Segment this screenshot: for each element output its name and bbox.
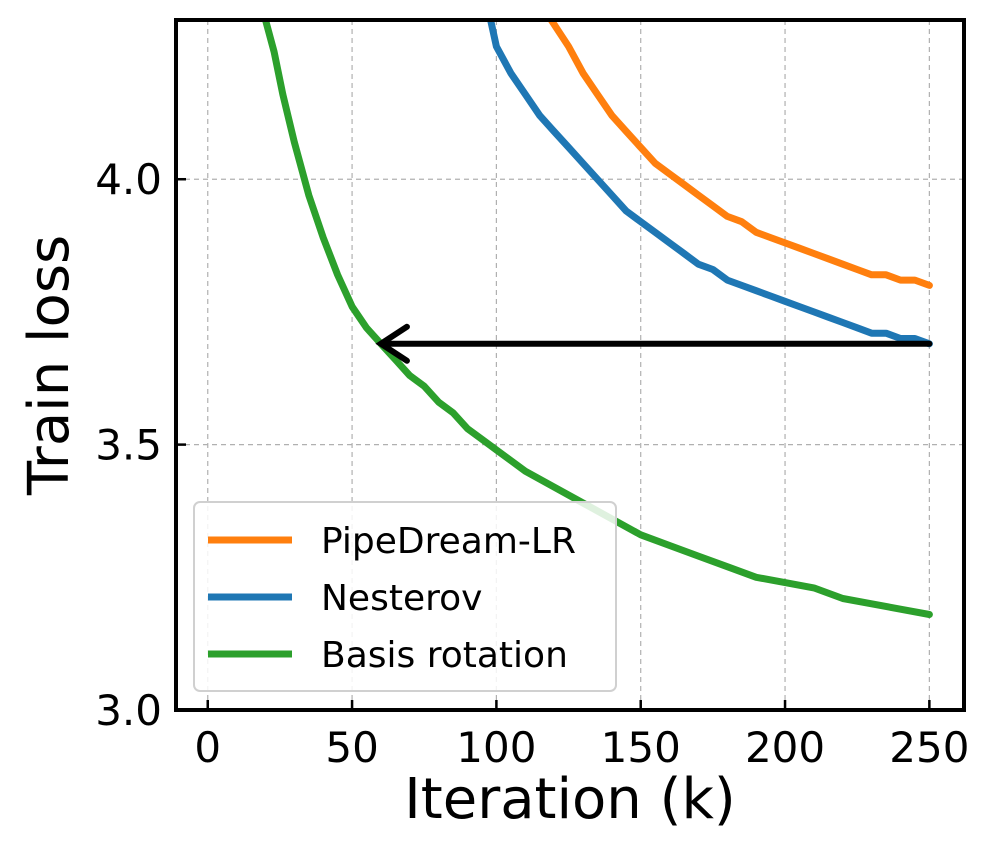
- series-lines: [262, 20, 933, 618]
- series-line-nesterov: [487, 20, 933, 348]
- y-tick-label: 3.5: [95, 421, 162, 470]
- x-axis-label: Iteration (k): [404, 767, 735, 832]
- ticks: 0 50 100 150 200 250 3.0 3.5 4.0: [95, 155, 969, 772]
- y-tick-label: 3.0: [95, 686, 162, 735]
- legend-entry-label: Nesterov: [321, 578, 482, 619]
- legend-entry-label: Basis rotation: [321, 635, 568, 676]
- grid: [176, 20, 964, 711]
- x-tick-label: 100: [456, 723, 536, 772]
- legend-box: [193, 501, 617, 692]
- series-line-basis-rotation: [262, 20, 933, 618]
- x-tick-label: 150: [601, 723, 681, 772]
- x-tick-label: 200: [745, 723, 825, 772]
- annotation-layer: [375, 323, 933, 364]
- y-tick-label: 4.0: [95, 155, 162, 204]
- y-axis-label: Train loss: [17, 235, 82, 496]
- x-tick-label: 50: [325, 723, 378, 772]
- x-tick-label: 250: [889, 723, 969, 772]
- plot-frame: [174, 18, 966, 712]
- x-tick-label: 0: [194, 723, 221, 772]
- arrow-head: [375, 323, 410, 364]
- legend-entry-label: PipeDream-LR: [321, 521, 576, 562]
- series-line-pipedream-lr: [547, 20, 933, 289]
- legend: PipeDream-LR Nesterov Basis rotation: [193, 501, 617, 692]
